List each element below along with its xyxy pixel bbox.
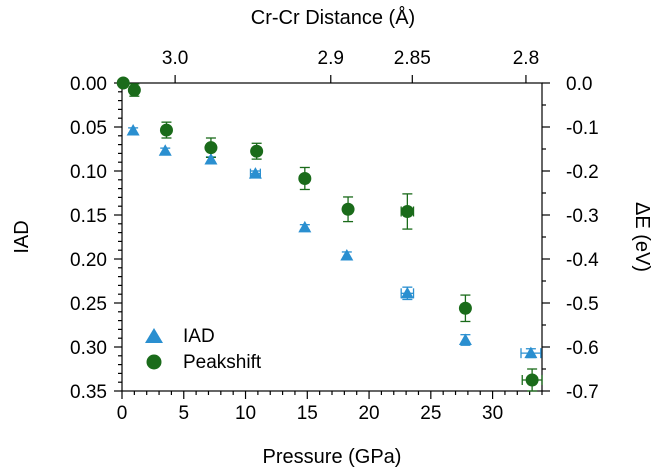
iad-point: [524, 346, 538, 359]
x-tick-label: 15: [297, 403, 318, 424]
iad-point: [458, 333, 472, 345]
peakshift-point: [400, 204, 414, 218]
legend-marker-iad: [145, 328, 163, 343]
peakshift-point: [341, 202, 355, 216]
y2-tick-label: -0.2: [566, 162, 599, 183]
x-top-tick-label: 2.85: [394, 48, 431, 69]
y2-axis-title: ΔE (eV): [631, 202, 653, 272]
y-tick-label: 0.10: [70, 162, 107, 183]
iad-point: [204, 153, 218, 165]
legend-label-peakshift: Peakshift: [183, 352, 262, 373]
peakshift-point: [250, 144, 264, 158]
peakshift-point: [458, 301, 472, 315]
x-tick-label: 20: [358, 403, 379, 424]
x-axis-title: Pressure (GPa): [263, 446, 402, 468]
x-top-axis-title: Cr-Cr Distance (Å): [251, 6, 415, 29]
x-tick-label: 25: [420, 403, 441, 424]
x-tick-label: 30: [482, 403, 503, 424]
y2-tick-label: -0.4: [566, 250, 599, 271]
x-top-tick-label: 2.9: [318, 48, 344, 69]
x-top-tick-label: 3.0: [162, 48, 188, 69]
y-tick-label: 0.30: [70, 338, 107, 359]
y2-tick-label: 0.0: [566, 74, 592, 95]
y2-tick-label: -0.7: [566, 382, 599, 403]
iad-point: [248, 167, 262, 179]
peakshift-point: [116, 76, 130, 90]
y2-tick-label: -0.3: [566, 206, 599, 227]
peakshift-point: [159, 123, 173, 137]
y-tick-label: 0.25: [70, 294, 107, 315]
iad-point: [158, 144, 172, 156]
y-tick-label: 0.15: [70, 206, 107, 227]
peakshift-point: [127, 83, 141, 97]
legend-label-iad: IAD: [183, 326, 215, 347]
x-tick-label: 5: [178, 403, 189, 424]
peakshift-point: [204, 141, 218, 155]
iad-point: [340, 248, 354, 261]
y-axis-title: IAD: [11, 220, 33, 253]
peakshift-point: [525, 373, 539, 387]
x-tick-label: 10: [235, 403, 256, 424]
legend-marker-peakshift: [146, 354, 162, 370]
tick-group: 0 5 10 15 20 25 30 3.0 2.9 2.85 2.8 0.00 0.05 0.10 0.1…: [70, 48, 599, 424]
x-tick-label: 0: [117, 403, 128, 424]
marker-group: [116, 76, 539, 387]
y2-tick-label: -0.1: [566, 118, 599, 139]
peakshift-point: [298, 171, 312, 185]
y-tick-label: 0.35: [70, 382, 107, 403]
y-tick-label: 0.00: [70, 74, 107, 95]
y-tick-label: 0.05: [70, 118, 107, 139]
x-top-tick-label: 2.8: [513, 48, 539, 69]
iad-point: [126, 124, 140, 136]
legend: IAD Peakshift: [145, 326, 262, 373]
y2-tick-label: -0.6: [566, 338, 599, 359]
iad-point: [298, 220, 312, 233]
iad-point: [400, 286, 414, 299]
y2-tick-label: -0.5: [566, 294, 599, 315]
y-tick-label: 0.20: [70, 250, 107, 271]
